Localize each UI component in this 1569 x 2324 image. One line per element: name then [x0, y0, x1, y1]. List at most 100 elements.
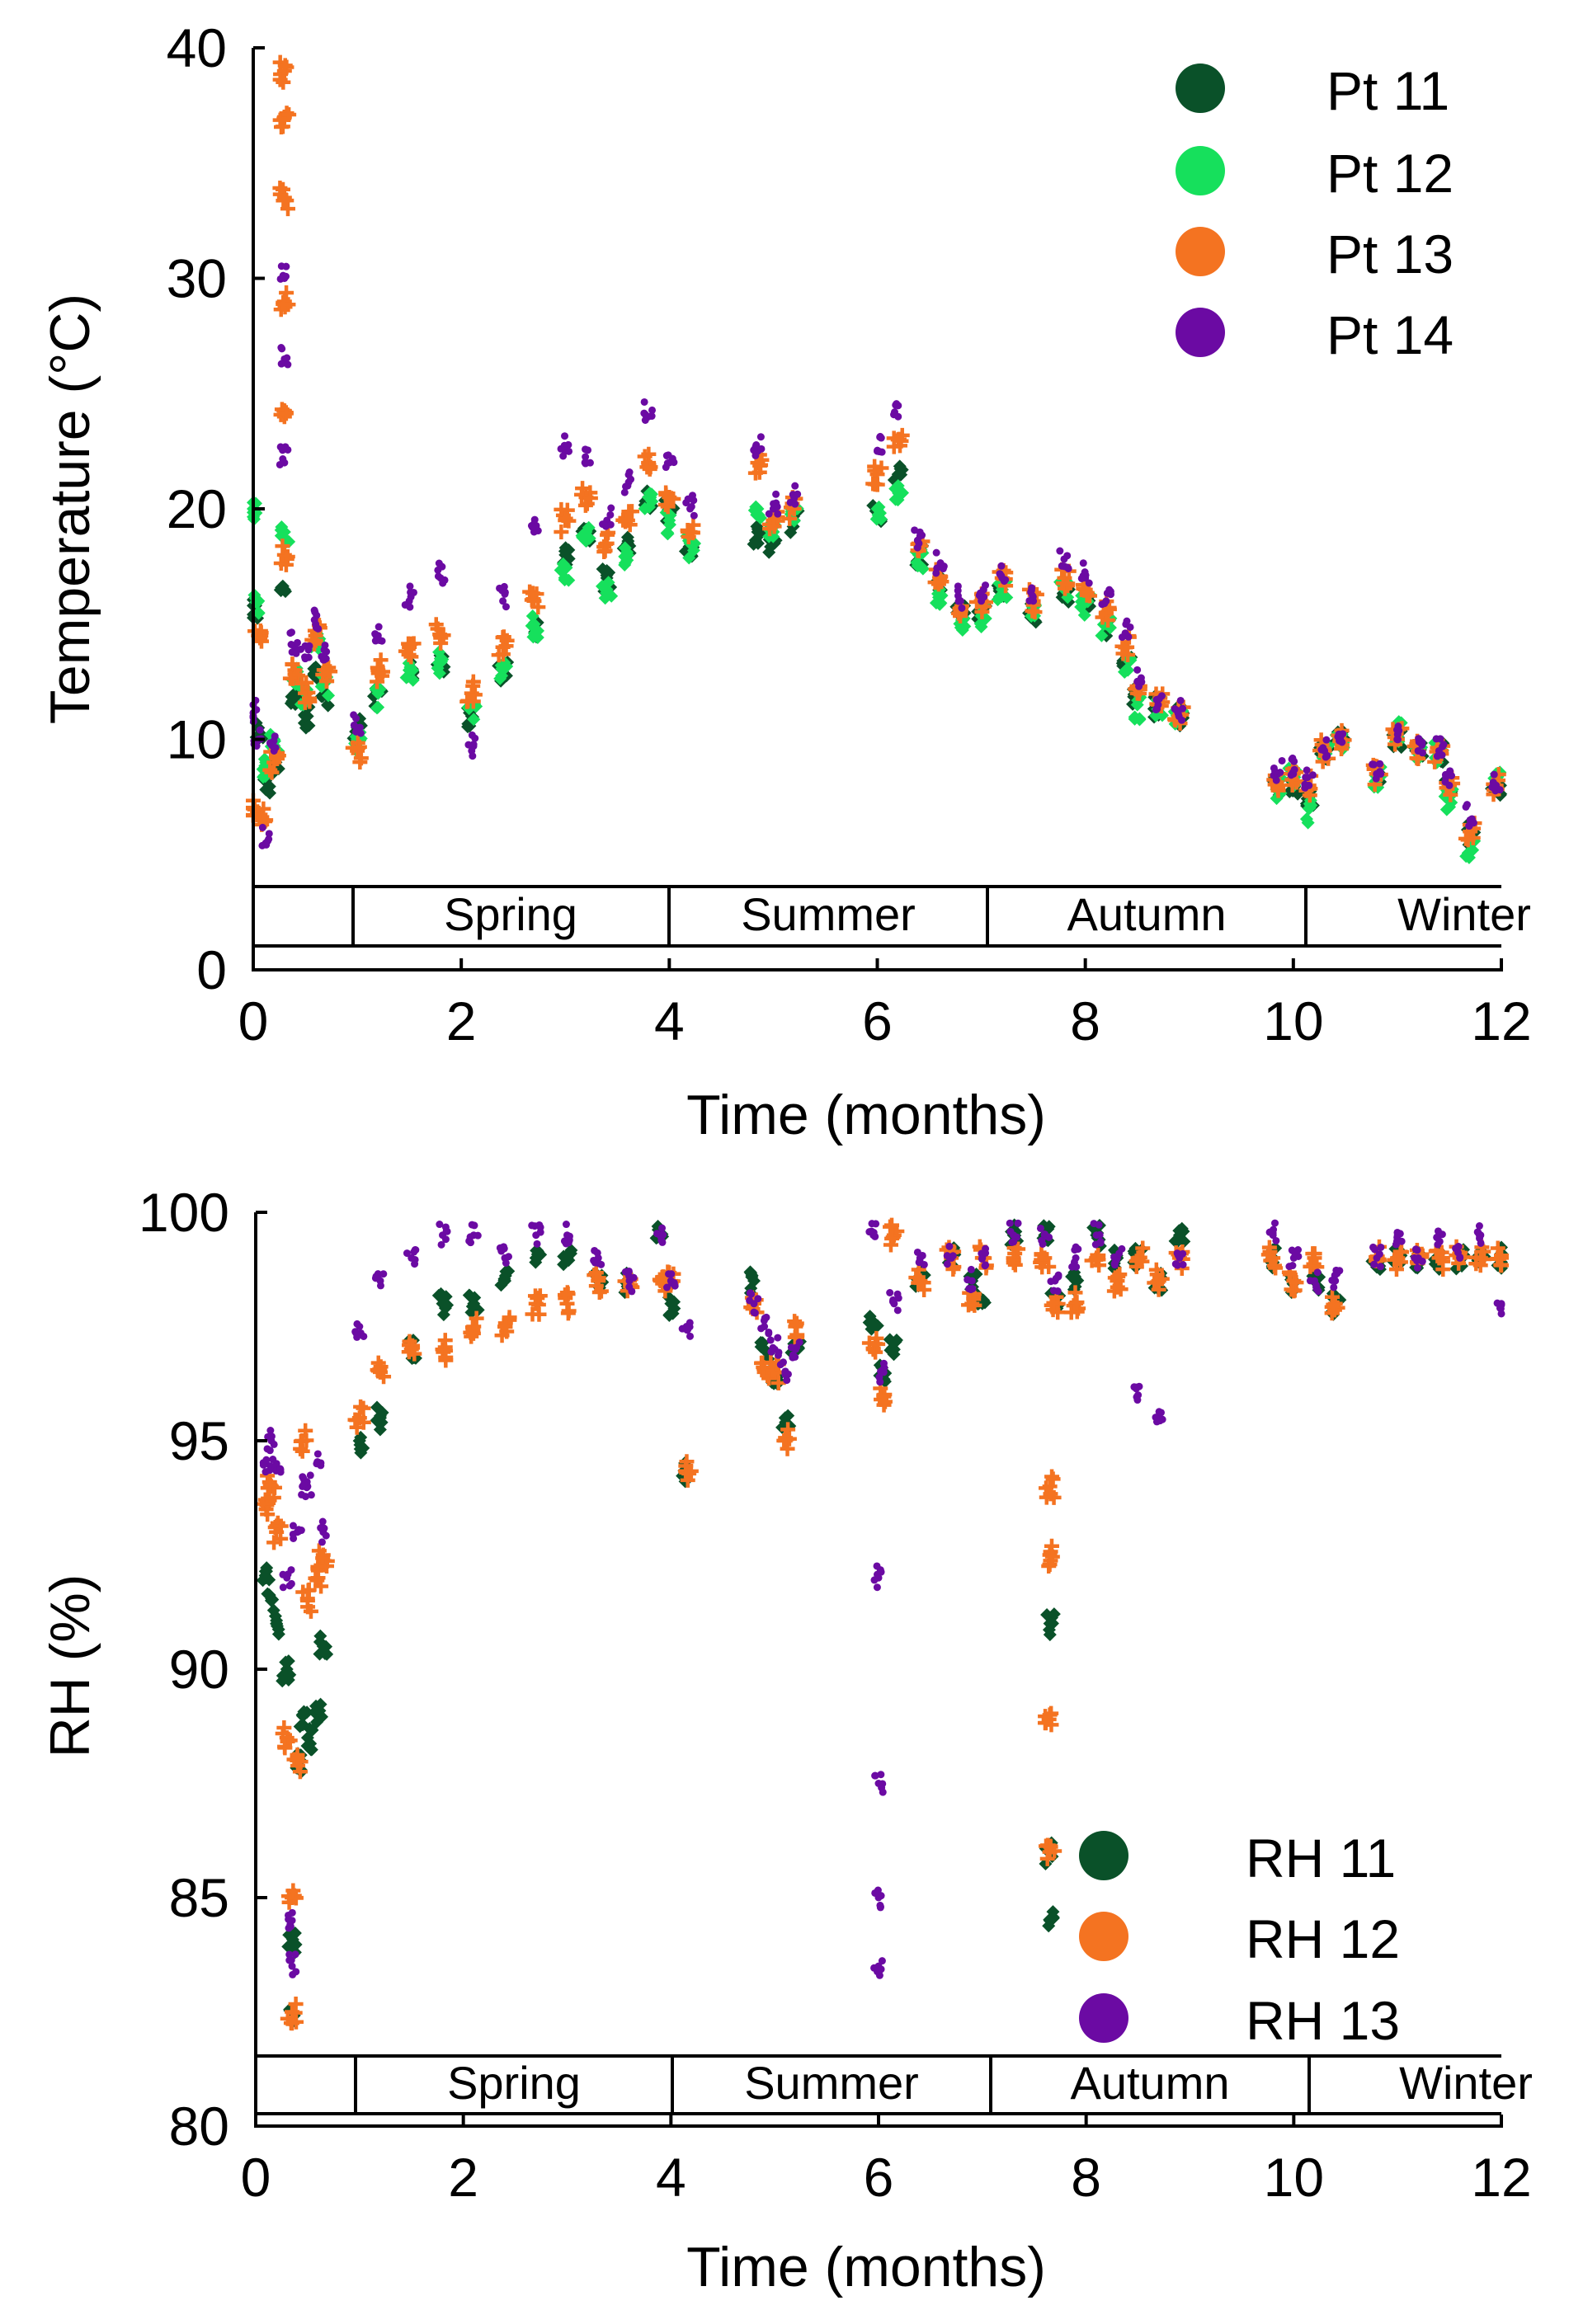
- data-point-pt-14: [976, 589, 984, 597]
- data-point-rh-13: [291, 1950, 299, 1959]
- data-point-rh-13: [888, 1297, 897, 1305]
- data-point-pt-14: [1290, 757, 1298, 765]
- temperature-season-label: Winter: [1397, 888, 1531, 940]
- data-point-rh-13: [949, 1252, 957, 1260]
- data-point-pt-14: [352, 714, 360, 722]
- data-point-rh-12: [525, 1306, 540, 1322]
- data-point-pt-14: [641, 416, 649, 425]
- data-point-rh-12: [770, 1375, 786, 1390]
- data-point-rh-12: [945, 1262, 961, 1277]
- data-point-rh-13: [1157, 1409, 1165, 1417]
- data-point-rh-11: [1042, 1623, 1056, 1637]
- data-point-pt-14: [1394, 722, 1402, 731]
- data-point-pt-13: [352, 755, 368, 770]
- data-point-pt-14: [282, 262, 290, 271]
- data-point-pt-14: [648, 412, 656, 421]
- data-point-rh-13: [474, 1231, 482, 1240]
- data-point-rh-12: [262, 1477, 278, 1493]
- data-point-rh-11: [754, 1335, 768, 1349]
- data-point-rh-13: [982, 1261, 990, 1269]
- rh-x-tick-label: 6: [864, 2147, 894, 2208]
- data-point-rh-13: [299, 1474, 307, 1482]
- data-point-pt-12: [1074, 595, 1088, 609]
- data-point-pt-14: [662, 463, 670, 472]
- data-point-rh-12: [1387, 1252, 1402, 1268]
- rh-season-label: Winter: [1399, 2057, 1533, 2109]
- data-point-pt-11: [600, 564, 614, 578]
- data-point-pt-12: [935, 589, 949, 603]
- temperature-x-tick-label: 2: [446, 990, 477, 1051]
- data-point-pt-12: [558, 571, 572, 585]
- data-point-pt-12: [620, 553, 634, 567]
- temperature-x-tick-label: 4: [654, 990, 685, 1051]
- data-point-rh-13: [1434, 1227, 1442, 1235]
- data-point-rh-13: [299, 1480, 308, 1489]
- data-point-rh-13: [874, 1570, 882, 1578]
- data-point-rh-13: [1411, 1254, 1419, 1262]
- data-point-rh-13: [1376, 1263, 1384, 1271]
- rh-x-tick-label: 12: [1471, 2147, 1531, 2208]
- data-point-rh-11: [296, 1709, 310, 1723]
- data-point-rh-12: [1037, 1715, 1053, 1731]
- data-point-pt-14: [530, 515, 539, 524]
- data-point-rh-13: [1036, 1224, 1044, 1232]
- data-point-pt-12: [1133, 713, 1147, 727]
- data-point-rh-11: [281, 1940, 295, 1954]
- data-point-pt-14: [434, 566, 442, 574]
- data-point-rh-13: [886, 1288, 894, 1296]
- data-point-pt-12: [598, 591, 612, 605]
- data-point-pt-13: [867, 459, 883, 474]
- data-point-rh-13: [442, 1227, 450, 1235]
- data-point-rh-12: [789, 1317, 804, 1333]
- data-point-rh-13: [1497, 1310, 1505, 1318]
- data-point-rh-13: [410, 1248, 418, 1256]
- data-point-pt-14: [1308, 771, 1317, 779]
- data-point-rh-13: [279, 1583, 287, 1592]
- data-point-pt-12: [1095, 628, 1109, 642]
- data-point-pt-14: [1441, 778, 1449, 786]
- data-point-rh-13: [1477, 1239, 1485, 1247]
- data-point-rh-12: [678, 1458, 694, 1474]
- data-point-pt-14: [958, 604, 966, 612]
- temperature-x-tick-label: 10: [1263, 990, 1323, 1051]
- data-point-pt-14: [1079, 559, 1087, 567]
- data-point-rh-12: [1477, 1252, 1492, 1268]
- data-point-pt-12: [1304, 798, 1318, 812]
- data-point-pt-12: [276, 529, 290, 543]
- data-point-pt-14: [276, 443, 285, 451]
- data-point-pt-13: [525, 586, 540, 601]
- data-point-pt-12: [643, 486, 657, 500]
- series-pt-14: [249, 262, 1504, 849]
- data-point-pt-11: [558, 544, 572, 558]
- data-point-rh-12: [1135, 1240, 1151, 1256]
- data-point-pt-14: [1335, 730, 1343, 738]
- data-point-rh-11: [441, 1298, 455, 1312]
- data-point-rh-13: [1313, 1268, 1322, 1277]
- data-point-pt-14: [684, 495, 692, 503]
- data-point-pt-14: [301, 653, 309, 661]
- data-point-rh-13: [466, 1233, 474, 1241]
- data-point-pt-12: [874, 512, 888, 526]
- rh-x-tick-label: 4: [656, 2147, 686, 2208]
- rh-season-label: Summer: [744, 2057, 919, 2109]
- data-point-pt-14: [622, 482, 630, 491]
- temperature-season-label: Autumn: [1067, 888, 1227, 940]
- data-point-rh-13: [536, 1223, 544, 1231]
- data-point-rh-13: [1039, 1240, 1047, 1249]
- data-point-pt-14: [561, 432, 569, 440]
- data-point-pt-14: [936, 559, 945, 567]
- rh-data-points: [255, 1217, 1509, 2031]
- data-point-pt-12: [403, 663, 417, 677]
- data-point-pt-13: [465, 694, 481, 709]
- data-point-pt-13: [558, 510, 573, 526]
- data-point-pt-14: [356, 729, 365, 737]
- data-point-rh-13: [441, 1235, 450, 1244]
- data-point-pt-13: [1082, 588, 1098, 604]
- data-point-pt-14: [1179, 704, 1187, 713]
- data-point-pt-14: [1155, 694, 1163, 703]
- data-point-pt-14: [1303, 766, 1311, 774]
- data-point-pt-14: [314, 624, 323, 633]
- data-point-pt-11: [751, 536, 765, 550]
- data-point-pt-14: [1490, 770, 1498, 779]
- data-point-rh-13: [1413, 1263, 1421, 1272]
